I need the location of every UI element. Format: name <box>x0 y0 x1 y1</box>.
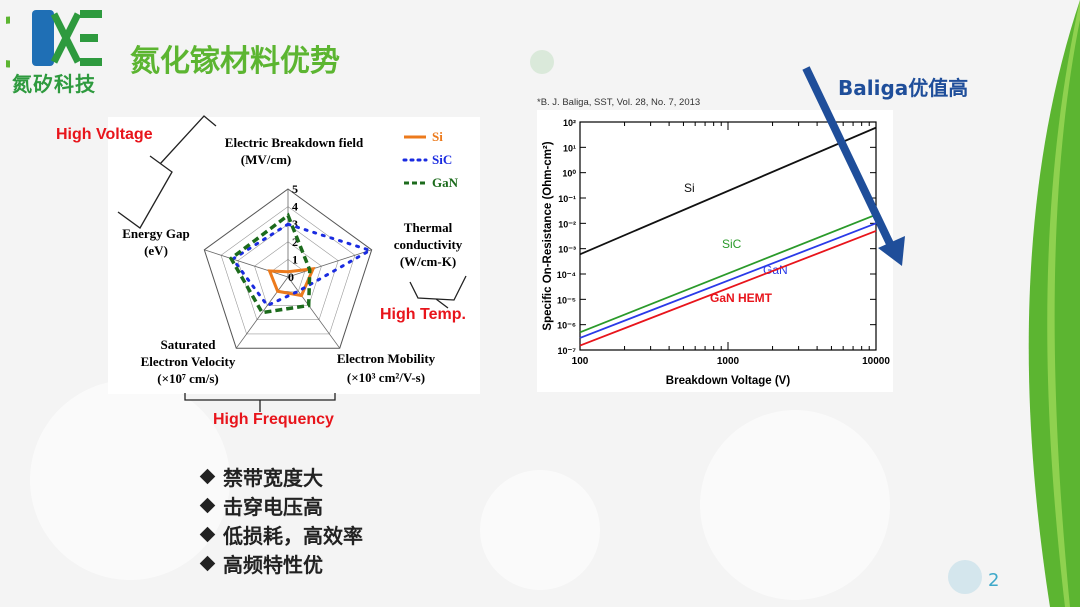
radar-tick-label: 3 <box>292 217 298 231</box>
list-item: 禁带宽度大 <box>198 462 363 491</box>
green-swoosh-decoration <box>1028 0 1080 607</box>
chart-citation-text: *B. J. Baliga, SST, Vol. 28, No. 7, 2013 <box>537 97 701 108</box>
radar-spoke <box>287 276 341 349</box>
legend-label-sic: SiC <box>432 152 452 167</box>
page-number: 2 <box>988 570 1000 591</box>
axis-label-mobility-1: Electron Mobility <box>337 351 436 366</box>
axis-label-thermal-3: (W/cm-K) <box>400 254 456 269</box>
axis-label-gap-2: (eV) <box>144 243 168 258</box>
axis-label-mobility-2: (×10³ cm²/V-s) <box>347 370 425 385</box>
slide-title: 氮化镓材料优势 <box>130 44 340 79</box>
advantages-list: 禁带宽度大 击穿电压高 低损耗，高效率 高频特性优 <box>198 462 363 578</box>
axis-label-velocity-2: Electron Velocity <box>141 354 236 369</box>
radar-legend: Si SiC GaN <box>402 129 459 190</box>
background-bubble <box>30 380 230 580</box>
radar-chart-panel: Electric Breakdown field (MV/cm) Thermal… <box>108 117 480 394</box>
axis-label-breakdown-1: Electric Breakdown field <box>225 135 364 150</box>
y-tick-label: 10¹ <box>563 143 576 153</box>
radar-grid <box>203 188 373 349</box>
y-tick-label: 10⁻⁶ <box>557 321 576 331</box>
radar-spoke <box>235 276 289 349</box>
list-item: 击穿电压高 <box>198 491 363 520</box>
diamond-bullet-icon <box>199 468 216 485</box>
radar-grid-ring <box>237 223 339 321</box>
axis-label-velocity-3: (×10⁷ cm/s) <box>157 371 218 386</box>
y-tick-label: 10⁰ <box>562 169 576 179</box>
on-resistance-chart-panel: *B. J. Baliga, SST, Vol. 28, No. 7, 2013… <box>537 100 893 392</box>
axis-label-breakdown-2: (MV/cm) <box>241 152 292 167</box>
diamond-bullet-icon <box>199 526 216 543</box>
legend-label-si: Si <box>432 129 443 144</box>
legend-label-gan: GaN <box>432 175 459 190</box>
y-axis-label: Specific On-Resistance (Ohm-cm²) <box>542 141 554 330</box>
radar-tick-label: 4 <box>292 200 298 214</box>
high-voltage-bracket <box>117 115 217 229</box>
on-resistance-chart: *B. J. Baliga, SST, Vol. 28, No. 7, 2013… <box>537 100 890 387</box>
radar-series-gan <box>228 212 312 315</box>
diamond-bullet-icon <box>199 497 216 514</box>
baliga-arrow-head <box>878 236 905 266</box>
background-bubble <box>530 50 554 74</box>
baliga-arrow-shaft <box>802 66 896 250</box>
logo-text: 氮矽科技 <box>12 72 96 96</box>
y-tick-label: 10⁻⁴ <box>557 270 576 280</box>
radar-grid-ring <box>203 188 373 349</box>
radar-spoke <box>287 249 372 278</box>
y-tick-label: 10⁻³ <box>558 245 576 255</box>
radar-tick-label: 2 <box>292 235 298 249</box>
list-item: 低损耗，高效率 <box>198 520 363 549</box>
axis-label-velocity-1: Saturated <box>161 337 217 352</box>
background-bubble <box>480 470 600 590</box>
radar-chart: Electric Breakdown field (MV/cm) Thermal… <box>122 129 463 386</box>
y-tick-label: 10⁻¹ <box>558 194 576 204</box>
high-frequency-bracket <box>184 393 336 412</box>
series-label-gan-hemt: GaN HEMT <box>710 291 773 305</box>
series-label-si: Si <box>684 181 695 195</box>
company-logo <box>6 10 102 68</box>
x-tick-label: 10000 <box>862 356 890 367</box>
radar-tick-label: 0 <box>288 270 294 284</box>
axis-label-thermal-2: conductivity <box>394 237 463 252</box>
series-line-gan-hemt <box>579 230 877 347</box>
x-tick-label: 1000 <box>717 356 740 367</box>
series-line-sic <box>579 213 877 334</box>
series-line-gan <box>579 222 877 339</box>
high-voltage-label: High Voltage <box>56 126 153 143</box>
high-temp-label: High Temp. <box>380 306 466 323</box>
series-label-sic: SiC <box>722 237 742 251</box>
axis-label-gap-1: Energy Gap <box>122 226 190 241</box>
high-frequency-label: High Frequency <box>213 411 334 428</box>
y-tick-label: 10² <box>563 118 576 128</box>
diamond-bullet-icon <box>199 555 216 572</box>
list-item: 高频特性优 <box>198 549 363 578</box>
background-bubble <box>700 410 890 600</box>
radar-tick-label: 1 <box>292 252 298 266</box>
y-tick-label: 10⁻⁷ <box>558 346 577 356</box>
background-bubble <box>948 560 982 594</box>
x-axis-label: Breakdown Voltage (V) <box>666 375 791 387</box>
radar-grid-ring <box>220 206 356 335</box>
series-line-si <box>579 126 877 256</box>
radar-tick-label: 5 <box>292 182 298 196</box>
radar-series-sic <box>230 222 374 308</box>
high-temp-bracket <box>409 275 467 309</box>
radar-grid-ring <box>254 241 322 306</box>
y-tick-label: 10⁻⁵ <box>557 295 576 305</box>
x-tick-label: 100 <box>572 356 589 367</box>
axis-label-thermal-1: Thermal <box>404 220 453 235</box>
baliga-figure-of-merit-label: Baliga优值高 <box>838 76 969 100</box>
y-tick-label: 10⁻² <box>558 219 576 229</box>
